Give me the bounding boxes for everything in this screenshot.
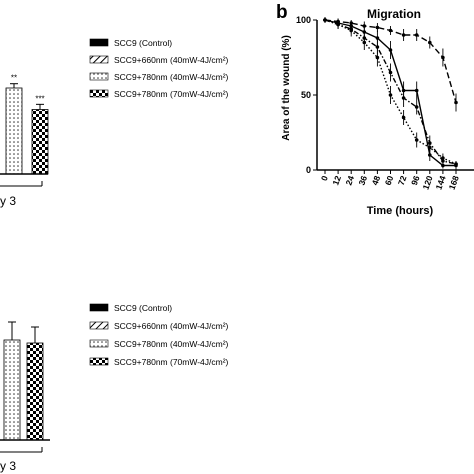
series-3-point-0 [323, 18, 327, 22]
top-bars-group: ***** [5, 74, 49, 175]
series-3-point-7 [414, 105, 419, 109]
series-3-point-2 [349, 27, 354, 31]
series-0-point-8 [428, 153, 432, 157]
legend-bottom-swatch-2 [89, 339, 109, 348]
x-tick-label-0: 0 [319, 174, 330, 182]
x-tick-label-1: 12 [330, 174, 343, 187]
panel-b-label: b [276, 2, 288, 23]
legend-top: SCC9 (Control) SCC9+660nm (40mW-4J/cm²) SC… [89, 38, 229, 99]
bottom-bar-0 [3, 339, 21, 441]
series-1-point-4 [375, 25, 380, 30]
legend-bottom-label-1: SCC9+660nm (40mW-4J/cm²) [114, 321, 229, 331]
legend-top-label-0: SCC9 (Control) [114, 38, 172, 48]
legend-bottom-swatch-1 [89, 321, 109, 330]
legend-bottom-label-3: SCC9+780nm (70mW-4J/cm²) [114, 357, 229, 367]
legend-top-label-3: SCC9+780nm (70mW-4J/cm²) [114, 89, 229, 99]
legend-bottom-label-0: SCC9 (Control) [114, 303, 172, 313]
top-bar-panel: ***** y 3 [0, 74, 49, 208]
series-1-point-10 [454, 100, 458, 105]
top-significance-0: ** [11, 74, 17, 83]
series-2-point-4 [375, 55, 380, 60]
series-1-point-2 [349, 21, 354, 25]
x-tick-label-4: 48 [370, 174, 383, 187]
top-bar-0 [5, 87, 23, 175]
series-3-point-6 [401, 96, 406, 100]
series-3-point-10 [454, 162, 458, 166]
series-1-point-9 [441, 55, 445, 60]
series-1-point-3 [362, 24, 367, 28]
top-day-label: y 3 [0, 194, 16, 208]
x-tick-label-2: 24 [343, 174, 356, 187]
series-3-point-8 [428, 141, 432, 145]
top-significance-1: *** [35, 94, 44, 103]
series-3-point-9 [441, 159, 445, 163]
y-tick-label-1: 50 [301, 90, 311, 100]
bottom-bars-group [3, 321, 44, 441]
x-tick-label-10: 168 [447, 174, 461, 191]
series-1-point-5 [388, 28, 393, 33]
x-tick-label-5: 60 [383, 174, 396, 187]
series-3-point-3 [362, 36, 367, 40]
series-0-point-5 [388, 48, 393, 52]
y-axis-label: Area of the wound (%) [281, 35, 292, 141]
bottom-bar-1 [26, 342, 44, 441]
x-tick-label-8: 120 [420, 174, 434, 191]
series-3-point-5 [388, 70, 393, 75]
series-1-point-7 [414, 33, 419, 37]
migration-panel: b Migration Area of the wound (%) Time (… [276, 2, 474, 217]
x-tick-label-9: 144 [434, 174, 448, 191]
series-0-point-7 [414, 88, 419, 93]
series-3-point-4 [375, 45, 380, 49]
legend-top-swatch-3 [89, 89, 109, 98]
series-2-point-5 [388, 93, 393, 97]
legend-bottom-swatch-3 [89, 357, 109, 366]
legend-bottom-label-2: SCC9+780nm (40mW-4J/cm²) [114, 339, 229, 349]
x-tick-label-7: 96 [409, 174, 422, 187]
y-tick-label-0: 0 [306, 165, 311, 175]
series-0-point-4 [375, 36, 380, 40]
legend-top-label-1: SCC9+660nm (40mW-4J/cm²) [114, 55, 229, 65]
series-1-point-6 [401, 33, 406, 37]
legend-top-swatch-0 [89, 38, 109, 47]
y-tick-label-2: 100 [296, 15, 311, 25]
legend-top-label-2: SCC9+780nm (40mW-4J/cm²) [114, 72, 229, 82]
x-tick-label-3: 36 [357, 174, 370, 187]
bottom-bar-panel: y 3 [0, 321, 50, 473]
legend-bottom: SCC9 (Control) SCC9+660nm (40mW-4J/cm²) SC… [89, 303, 229, 367]
x-axis-label: Time (hours) [367, 205, 434, 217]
series-1-point-8 [428, 40, 432, 45]
chart-title: Migration [367, 7, 421, 21]
series-2-point-7 [414, 138, 419, 142]
legend-top-swatch-2 [89, 72, 109, 81]
line-series-group [323, 17, 458, 170]
bottom-day-label: y 3 [0, 459, 16, 473]
top-bar-1 [31, 109, 49, 175]
x-tick-label-6: 72 [396, 174, 409, 187]
series-2-point-6 [401, 115, 406, 120]
legend-bottom-swatch-0 [89, 303, 109, 312]
legend-top-swatch-1 [89, 55, 109, 64]
series-3-point-1 [336, 22, 340, 27]
